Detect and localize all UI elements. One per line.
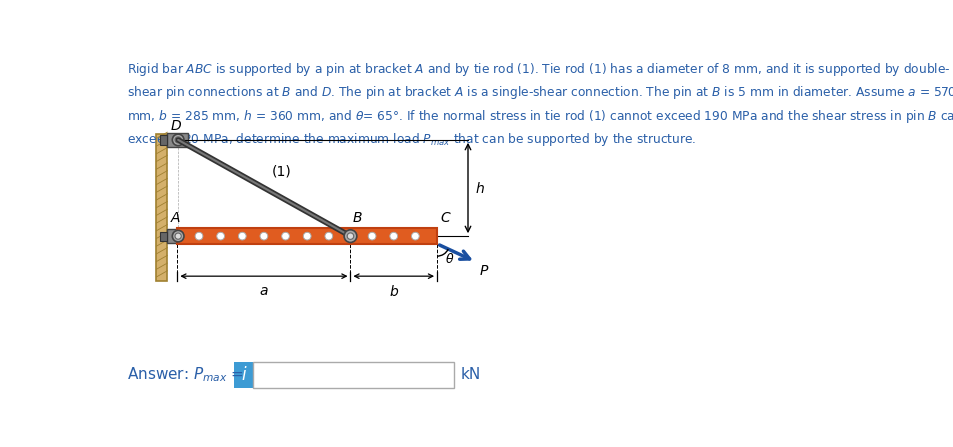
FancyBboxPatch shape bbox=[253, 362, 454, 388]
Circle shape bbox=[172, 230, 184, 242]
FancyBboxPatch shape bbox=[167, 133, 188, 147]
Bar bbox=[160, 232, 167, 241]
Circle shape bbox=[174, 137, 181, 143]
Circle shape bbox=[281, 232, 289, 240]
Circle shape bbox=[390, 232, 397, 240]
FancyBboxPatch shape bbox=[167, 229, 188, 243]
Text: $B$: $B$ bbox=[352, 211, 362, 225]
Bar bbox=[177, 228, 436, 244]
FancyBboxPatch shape bbox=[233, 362, 253, 388]
Text: kN: kN bbox=[459, 367, 480, 382]
Circle shape bbox=[347, 233, 354, 239]
Circle shape bbox=[368, 232, 375, 240]
Text: $a$: $a$ bbox=[259, 284, 269, 298]
Circle shape bbox=[260, 232, 268, 240]
Text: $A$: $A$ bbox=[171, 211, 181, 225]
Circle shape bbox=[195, 232, 203, 240]
Circle shape bbox=[172, 134, 184, 146]
Text: $C$: $C$ bbox=[439, 211, 452, 225]
Circle shape bbox=[174, 233, 181, 239]
Text: (1): (1) bbox=[272, 165, 291, 179]
Circle shape bbox=[216, 232, 224, 240]
Text: $\theta$: $\theta$ bbox=[444, 252, 454, 266]
Circle shape bbox=[344, 230, 356, 242]
Text: Rigid bar $ABC$ is supported by a pin at bracket $A$ and by tie rod (1). Tie rod: Rigid bar $ABC$ is supported by a pin at… bbox=[127, 61, 953, 148]
Text: Answer: $P_{max}$ =: Answer: $P_{max}$ = bbox=[127, 365, 244, 384]
Bar bbox=[160, 135, 167, 144]
Circle shape bbox=[346, 232, 354, 240]
Text: $P$: $P$ bbox=[478, 264, 489, 278]
Circle shape bbox=[238, 232, 246, 240]
Text: $i$: $i$ bbox=[240, 366, 247, 384]
Circle shape bbox=[325, 232, 333, 240]
Text: $h$: $h$ bbox=[475, 181, 484, 195]
Bar bbox=[156, 135, 167, 281]
Circle shape bbox=[303, 232, 311, 240]
Text: $b$: $b$ bbox=[388, 284, 398, 299]
Text: $D$: $D$ bbox=[171, 119, 182, 133]
Circle shape bbox=[411, 232, 418, 240]
